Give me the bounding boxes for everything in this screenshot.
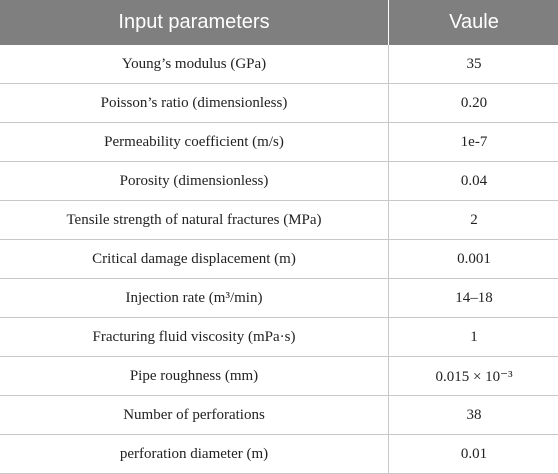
param-value: 1e-7 <box>389 123 558 162</box>
param-value: 1 <box>389 318 558 357</box>
param-value: 38 <box>389 396 558 435</box>
table-header-row: Input parameters Vaule <box>0 0 558 45</box>
param-value: 35 <box>389 45 558 84</box>
param-name: Fracturing fluid viscosity (mPa·s) <box>0 318 389 357</box>
table-row: Young’s modulus (GPa) 35 <box>0 45 558 84</box>
header-input-parameters: Input parameters <box>0 0 389 45</box>
param-name: Permeability coefficient (m/s) <box>0 123 389 162</box>
param-value: 0.01 <box>389 435 558 474</box>
param-name: Injection rate (m³/min) <box>0 279 389 318</box>
table-row: Poisson’s ratio (dimensionless) 0.20 <box>0 84 558 123</box>
param-value: 14–18 <box>389 279 558 318</box>
table-row: Number of perforations 38 <box>0 396 558 435</box>
table-row: Fracturing fluid viscosity (mPa·s) 1 <box>0 318 558 357</box>
param-name: Young’s modulus (GPa) <box>0 45 389 84</box>
param-value: 0.015 × 10⁻³ <box>389 357 558 396</box>
table-row: Permeability coefficient (m/s) 1e-7 <box>0 123 558 162</box>
table-row: Porosity (dimensionless) 0.04 <box>0 162 558 201</box>
param-value: 0.001 <box>389 240 558 279</box>
param-value: 0.20 <box>389 84 558 123</box>
param-name: Porosity (dimensionless) <box>0 162 389 201</box>
param-name: Number of perforations <box>0 396 389 435</box>
table-row: Injection rate (m³/min) 14–18 <box>0 279 558 318</box>
param-value: 0.04 <box>389 162 558 201</box>
header-value: Vaule <box>389 0 558 45</box>
param-value: 2 <box>389 201 558 240</box>
table-row: Tensile strength of natural fractures (M… <box>0 201 558 240</box>
table-row: perforation diameter (m) 0.01 <box>0 435 558 474</box>
table-row: Critical damage displacement (m) 0.001 <box>0 240 558 279</box>
param-name: Critical damage displacement (m) <box>0 240 389 279</box>
param-name: Pipe roughness (mm) <box>0 357 389 396</box>
param-name: Tensile strength of natural fractures (M… <box>0 201 389 240</box>
param-name: perforation diameter (m) <box>0 435 389 474</box>
table-row: Pipe roughness (mm) 0.015 × 10⁻³ <box>0 357 558 396</box>
param-name: Poisson’s ratio (dimensionless) <box>0 84 389 123</box>
